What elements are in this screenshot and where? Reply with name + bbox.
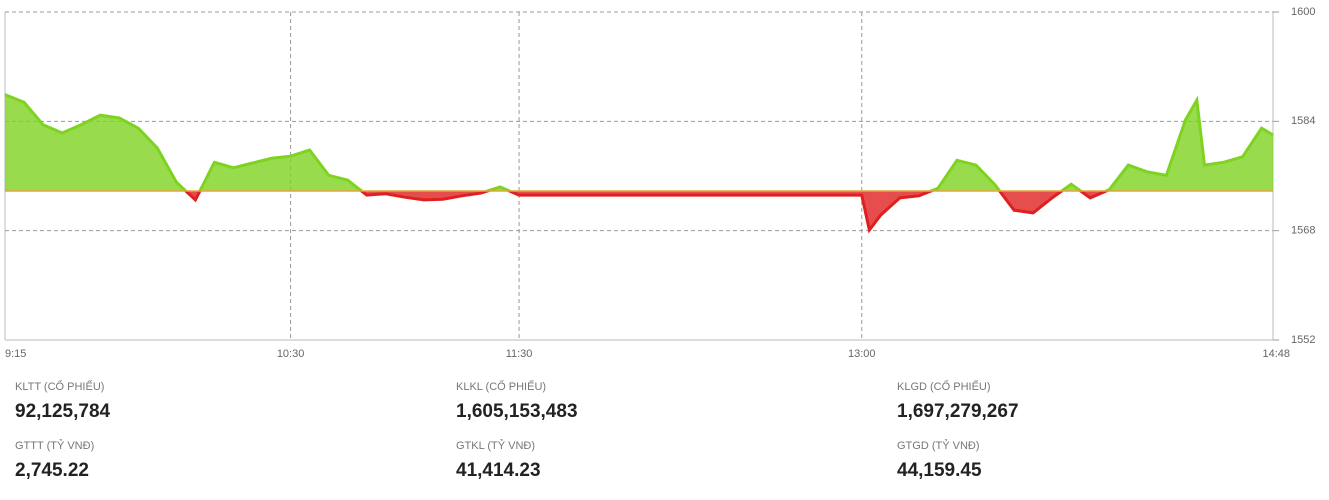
stats: KLTT (CỔ PHIẾU) 92,125,784 KLKL (CỔ PHIẾU)… — [0, 370, 1329, 500]
area — [5, 94, 1273, 192]
x-tick-label: 11:30 — [506, 348, 533, 360]
stat-label: GTTT (TỶ VNĐ) — [15, 440, 95, 452]
y-tick-label: 1552 — [1291, 334, 1315, 346]
stat-label: GTGD (TỶ VNĐ) — [897, 440, 980, 452]
stat-label: KLGD (CỔ PHIẾU) — [897, 381, 991, 393]
stat-value: 92,125,784 — [15, 401, 111, 422]
x-tick-label: 10:30 — [277, 348, 305, 360]
y-tick-label: 1568 — [1291, 225, 1315, 237]
stat-value: 44,159.45 — [897, 460, 982, 481]
x-tick-label: 14:48 — [1262, 348, 1290, 360]
stat-value: 1,697,279,267 — [897, 401, 1019, 422]
x-tick-label: 9:15 — [5, 348, 26, 360]
stat-value: 1,605,153,483 — [456, 401, 578, 422]
x-tick-label: 13:00 — [848, 348, 876, 360]
line — [183, 191, 1110, 234]
stat-label: KLKL (CỔ PHIẾU) — [456, 381, 547, 393]
stat-value: 2,745.22 — [15, 460, 89, 481]
area — [185, 191, 1107, 230]
y-tick-label: 1600 — [1291, 6, 1315, 18]
stat-value: 41,414.23 — [456, 460, 541, 481]
y-tick-label: 1584 — [1291, 115, 1315, 127]
stat-label: KLTT (CỔ PHIẾU) — [15, 381, 105, 393]
chart: 1552 1568 1584 1600 9:15 10:30 11:30 13:00 14:48 — [4, 6, 1315, 360]
line — [4, 93, 1274, 192]
stat-label: GTKL (TỶ VNĐ) — [456, 440, 536, 452]
